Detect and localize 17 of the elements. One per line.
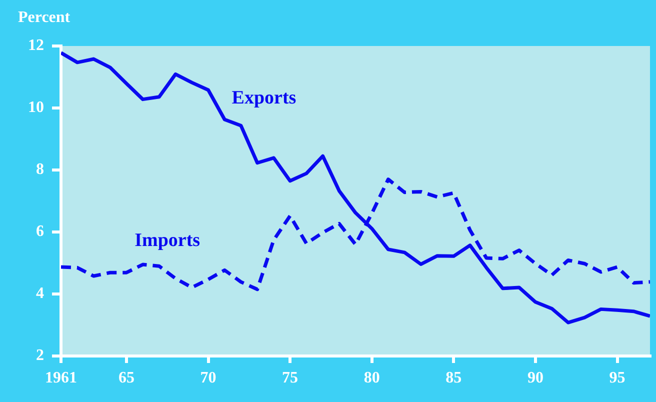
x-tick-label: 65 — [118, 370, 134, 387]
series-label: Imports — [134, 230, 200, 252]
y-axis-title: Percent — [18, 9, 71, 26]
x-tick-label: 1961 — [45, 370, 77, 387]
y-tick-label: 2 — [36, 347, 44, 364]
x-tick-label: 85 — [446, 370, 462, 387]
x-tick-label: 95 — [609, 370, 626, 387]
x-tick-label: 90 — [527, 370, 544, 387]
y-tick-label: 10 — [28, 99, 44, 116]
series-label: Exports — [232, 88, 296, 109]
y-tick-label: 12 — [28, 37, 44, 54]
y-tick-label: 8 — [36, 161, 44, 178]
x-tick-label: 80 — [364, 370, 380, 387]
y-tick-label: 4 — [36, 285, 44, 302]
x-tick-label: 70 — [200, 370, 216, 387]
x-tick-label: 75 — [282, 370, 298, 387]
y-tick-label: 6 — [36, 223, 44, 240]
